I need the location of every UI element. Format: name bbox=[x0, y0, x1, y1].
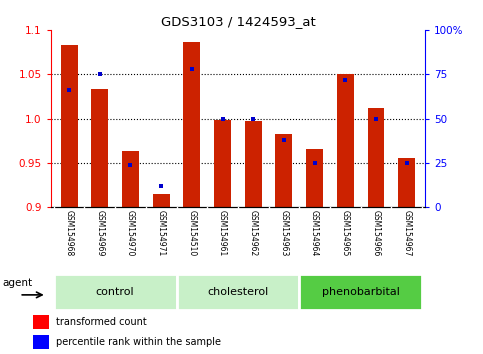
Text: transformed count: transformed count bbox=[56, 318, 146, 327]
Text: GSM154962: GSM154962 bbox=[249, 210, 258, 256]
Bar bbox=[214, 120, 231, 207]
Bar bbox=[299, 274, 422, 310]
Text: GSM154970: GSM154970 bbox=[126, 210, 135, 257]
Bar bbox=[33, 315, 49, 329]
Bar bbox=[54, 274, 176, 310]
Text: GSM154971: GSM154971 bbox=[156, 210, 166, 256]
Bar bbox=[306, 149, 323, 207]
Text: GSM154966: GSM154966 bbox=[371, 210, 381, 257]
Bar bbox=[176, 274, 299, 310]
Text: percentile rank within the sample: percentile rank within the sample bbox=[56, 337, 221, 347]
Bar bbox=[91, 90, 108, 207]
Bar bbox=[398, 159, 415, 207]
Text: phenobarbital: phenobarbital bbox=[322, 287, 399, 297]
Text: GSM154968: GSM154968 bbox=[65, 210, 73, 256]
Text: agent: agent bbox=[2, 278, 33, 288]
Text: GSM154963: GSM154963 bbox=[279, 210, 288, 257]
Bar bbox=[337, 74, 354, 207]
Text: GSM154961: GSM154961 bbox=[218, 210, 227, 256]
Text: GSM154965: GSM154965 bbox=[341, 210, 350, 257]
Bar bbox=[33, 335, 49, 348]
Bar bbox=[184, 42, 200, 207]
Bar bbox=[368, 108, 384, 207]
Text: control: control bbox=[96, 287, 134, 297]
Bar bbox=[153, 194, 170, 207]
Text: GSM154969: GSM154969 bbox=[95, 210, 104, 257]
Text: cholesterol: cholesterol bbox=[207, 287, 269, 297]
Bar bbox=[245, 121, 262, 207]
Bar bbox=[61, 45, 78, 207]
Text: GSM154967: GSM154967 bbox=[402, 210, 411, 257]
Text: GSM154510: GSM154510 bbox=[187, 210, 197, 256]
Text: GSM154964: GSM154964 bbox=[310, 210, 319, 257]
Bar bbox=[275, 134, 292, 207]
Bar bbox=[122, 152, 139, 207]
Title: GDS3103 / 1424593_at: GDS3103 / 1424593_at bbox=[160, 15, 315, 28]
